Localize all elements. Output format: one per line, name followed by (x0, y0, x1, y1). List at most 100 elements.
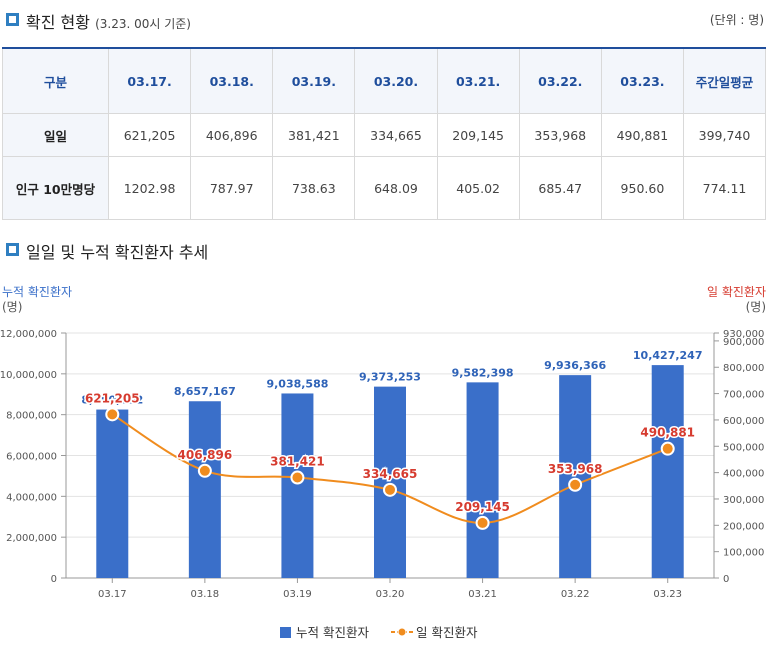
table-header-cell: 03.23. (600, 47, 685, 114)
left-tick-label: 4,000,000 (6, 492, 57, 503)
row-label: 일일 (2, 113, 109, 157)
table-cell: 685.47 (518, 156, 602, 220)
table-header-row: 구분 03.17. 03.18. 03.19. 03.20. 03.21. 03… (2, 47, 766, 114)
line-point (568, 477, 583, 492)
line-point (383, 482, 397, 497)
table-cell: 490,881 (600, 113, 685, 157)
legend-swatch-line (390, 627, 413, 637)
table-cell: 381,421 (272, 113, 356, 157)
bar-value-label: 9,936,366 (544, 359, 606, 372)
table-cell: 648.09 (354, 156, 438, 220)
bar-cumulative (374, 386, 406, 578)
chart-section-title: 일일 및 누적 확진환자 추세 (26, 243, 209, 262)
right-axis-title: 일 확진환자 (명) (707, 285, 766, 315)
bar-value-label: 10,427,247 (633, 349, 703, 362)
table-header-cell: 주간일평균 (683, 47, 766, 114)
table-cell: 334,665 (354, 113, 438, 157)
legend-label: 일 확진환자 (415, 625, 478, 640)
bar-cumulative (96, 409, 129, 578)
table-cell: 353,968 (518, 113, 602, 157)
x-tick-label: 03.21 (468, 589, 497, 600)
left-axis-title: 누적 확진환자 (명) (2, 285, 72, 315)
combo-chart: 0 2,000,000 4,000,000 6,000,000 8,000,000 10,… (0, 329, 764, 600)
right-axis-unit: (명) (745, 300, 766, 314)
table-cell: 1202.98 (107, 156, 192, 220)
left-tick-label: 8,000,000 (6, 411, 57, 422)
line-value-label: 353,968 (548, 462, 603, 476)
table-cell: 774.11 (683, 156, 766, 220)
table-cell: 405.02 (436, 156, 520, 220)
x-tick-label: 03.22 (561, 589, 590, 600)
right-tick-label: 100,000 (723, 548, 764, 559)
section-title-text: 확진 현황 (26, 13, 90, 32)
section-subtitle: (3.23. 00시 기준) (95, 17, 191, 31)
section-icon (6, 243, 19, 256)
legend-label: 누적 확진환자 (296, 625, 369, 640)
x-tick-label: 03.23 (653, 589, 682, 600)
right-tick-label: 300,000 (723, 495, 764, 506)
table-header-cell: 03.18. (190, 47, 274, 114)
bar-cumulative (466, 382, 499, 578)
right-tick-label: 900,000 (723, 337, 764, 348)
table-cell: 738.63 (272, 156, 356, 220)
x-tick-label: 03.20 (376, 589, 405, 600)
table-header-cell: 03.17. (107, 47, 192, 114)
bar-cumulative (559, 375, 592, 578)
line-point (105, 407, 120, 422)
line-value-label: 490,881 (640, 426, 695, 440)
section-title: 확진 현황 (3.23. 00시 기준) (26, 9, 191, 33)
row-label: 인구 10만명당 (2, 156, 109, 220)
table-header-cell: 03.22. (518, 47, 602, 114)
table-cell: 209,145 (436, 113, 520, 157)
right-tick-label: 600,000 (723, 416, 764, 427)
table-header-cell: 03.19. (272, 47, 356, 114)
left-tick-label: 10,000,000 (0, 370, 57, 381)
line-value-label: 334,665 (363, 467, 418, 481)
left-tick-label: 2,000,000 (6, 533, 57, 544)
line-value-label: 209,145 (455, 500, 510, 514)
table-cell: 787.97 (190, 156, 274, 220)
legend-item-cumulative[interactable]: 누적 확진환자 (280, 622, 369, 641)
legend-item-daily[interactable]: 일 확진환자 (390, 622, 478, 641)
bar-value-label: 9,373,253 (359, 371, 421, 384)
bar-cumulative (651, 365, 684, 578)
x-tick-label: 03.19 (283, 589, 312, 600)
table-row: 일일 621,205 406,896 381,421 334,665 209,1… (2, 113, 766, 157)
left-tick-label: 6,000,000 (6, 452, 57, 463)
bar-value-label: 9,038,588 (266, 377, 328, 390)
table-row: 인구 10만명당 1202.98 787.97 738.63 648.09 40… (2, 156, 766, 220)
bar-cumulative (281, 393, 314, 578)
table-cell: 406,896 (190, 113, 274, 157)
table-cell: 621,205 (107, 113, 192, 157)
x-tick-label: 03.18 (191, 589, 220, 600)
right-tick-label: 200,000 (723, 521, 764, 532)
left-axis-title-text: 누적 확진환자 (2, 285, 73, 299)
line-point (197, 463, 212, 478)
right-tick-label: 400,000 (723, 469, 764, 480)
stats-table: 구분 03.17. 03.18. 03.19. 03.20. 03.21. 03… (2, 47, 766, 220)
right-tick-label: 0 (723, 574, 729, 585)
x-tick-label: 03.17 (98, 589, 127, 600)
right-tick-label: 800,000 (723, 363, 764, 374)
left-tick-label: 0 (51, 574, 57, 585)
right-tick-label: 930,000 (723, 329, 764, 340)
line-value-label: 381,421 (270, 455, 325, 469)
section-icon (6, 13, 19, 26)
table-cell: 950.60 (600, 156, 685, 220)
line-point (290, 470, 305, 485)
right-axis-title-text: 일 확진환자 (706, 285, 766, 299)
line-value-label: 621,205 (85, 391, 140, 405)
bar-cumulative (188, 401, 221, 578)
right-tick-label: 500,000 (723, 442, 764, 453)
unit-label: (단위 : 명) (709, 13, 764, 27)
line-value-label: 406,896 (178, 448, 233, 462)
line-point (475, 515, 490, 530)
line-point (660, 441, 675, 456)
bar-value-label: 8,250,592 (81, 394, 143, 407)
table-header-cell: 03.20. (354, 47, 438, 114)
bar-value-label: 8,657,167 (174, 385, 236, 398)
table-header-cell: 구분 (2, 47, 109, 114)
legend-swatch-bar (280, 627, 291, 638)
table-cell: 399,740 (683, 113, 766, 157)
left-axis-unit: (명) (2, 300, 23, 314)
